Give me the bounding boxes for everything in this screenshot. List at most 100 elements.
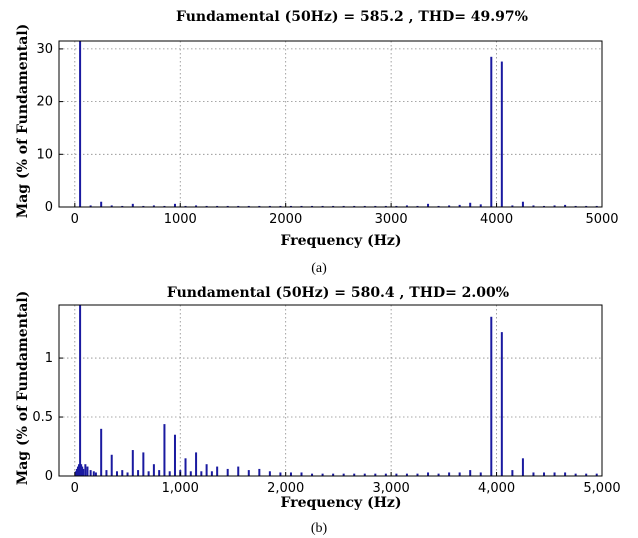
bar-2250hz (311, 205, 314, 207)
chart-b-title: Fundamental (50Hz) = 580.4 , THD= 2.00% (167, 285, 509, 301)
bar-4150hz (511, 470, 514, 476)
bar-950hz (173, 434, 176, 476)
bar-1550hz (237, 205, 240, 207)
y-tick-label: 1 (45, 351, 53, 366)
y-tick-label: 10 (36, 147, 53, 162)
bar-4250hz (521, 201, 524, 207)
chart-b-bars (74, 305, 598, 476)
bar-4050hz (500, 61, 503, 207)
bar-500hz (126, 472, 129, 476)
bar-1950hz (279, 205, 282, 207)
bar-4750hz (574, 205, 577, 207)
bar-4850hz (585, 473, 588, 476)
bar-850hz (163, 205, 166, 207)
bar-4550hz (553, 472, 556, 476)
bar-750hz (152, 464, 155, 476)
chart-a-y-tick-labels: 0 10 20 30 (36, 42, 63, 215)
chart-b-y-axis-label: Mag (% of Fundamental) (15, 291, 31, 486)
bar-3150hz (405, 473, 408, 476)
bar-180hz (92, 471, 95, 476)
bar-2450hz (332, 473, 335, 476)
bar-2950hz (384, 473, 387, 476)
bar-4250hz (521, 458, 524, 476)
y-tick-label: 20 (36, 95, 53, 110)
x-tick-label: 5,000 (583, 481, 620, 496)
bar-4650hz (564, 204, 567, 207)
chart-a-bars (79, 41, 598, 207)
y-tick-label: 0 (45, 469, 53, 484)
bar-2750hz (363, 473, 366, 476)
chart-b-caption: (b) (311, 521, 328, 536)
bar-1150hz (195, 205, 198, 207)
bar-80hz (82, 468, 85, 476)
bar-300hz (105, 470, 108, 476)
bar-350hz (110, 454, 113, 476)
bar-350hz (110, 205, 113, 207)
bar-1100hz (189, 471, 192, 476)
bar-3550hz (448, 472, 451, 476)
bar-950hz (173, 203, 176, 207)
bar-2550hz (342, 205, 345, 207)
x-tick-label: 0 (71, 212, 79, 227)
bar-1850hz (268, 471, 271, 476)
bar-550hz (131, 203, 134, 207)
bar-3250hz (416, 205, 419, 207)
bar-2050hz (289, 472, 292, 476)
bar-1650hz (247, 205, 250, 207)
bar-1200hz (200, 471, 203, 476)
bar-150hz (89, 470, 92, 476)
bar-2750hz (363, 205, 366, 207)
bar-3750hz (469, 202, 472, 207)
chart-a-x-tick-labels: 0 1000 2000 3000 4000 5000 (71, 203, 619, 227)
bar-550hz (131, 450, 134, 476)
bar-30hz (76, 466, 79, 476)
chart-a-caption: (a) (311, 261, 327, 276)
bar-4050hz (500, 332, 503, 476)
bar-1950hz (279, 472, 282, 476)
bar-1050hz (184, 205, 187, 207)
y-tick-label: 0 (45, 200, 53, 215)
bar-4150hz (511, 205, 514, 207)
bar-120hz (86, 466, 89, 476)
x-tick-label: 1,000 (162, 481, 199, 496)
bar-3350hz (427, 203, 430, 207)
bar-3850hz (479, 472, 482, 476)
chart-b-x-tick-labels: 0 1,000 2,000 3,000 4,000 5,000 (71, 472, 621, 496)
bar-400hz (115, 471, 118, 476)
bar-2650hz (353, 205, 356, 207)
bar-3750hz (469, 470, 472, 476)
bar-1350hz (216, 205, 219, 207)
bar-2850hz (374, 205, 377, 207)
y-tick-label: 30 (36, 42, 53, 57)
bar-4950hz (595, 205, 598, 207)
bar-4350hz (532, 205, 535, 207)
bar-200hz (94, 472, 97, 476)
bar-60hz (80, 464, 83, 476)
bar-800hz (158, 470, 161, 476)
bar-2050hz (289, 205, 292, 207)
bar-4950hz (595, 473, 598, 476)
bar-3150hz (405, 205, 408, 207)
bar-4650hz (564, 472, 567, 476)
bar-3050hz (395, 473, 398, 476)
chart-a-plot-frame (58, 40, 603, 208)
bar-1250hz (205, 464, 208, 476)
x-tick-label: 2,000 (267, 481, 304, 496)
chart-b-gridlines (59, 305, 602, 476)
bar-3050hz (395, 205, 398, 207)
bar-1850hz (268, 205, 271, 207)
bar-4750hz (574, 473, 577, 476)
bar-1300hz (210, 471, 213, 476)
bar-3450hz (437, 473, 440, 476)
bar-2850hz (374, 473, 377, 476)
x-tick-label: 4,000 (478, 481, 515, 496)
bar-2150hz (300, 205, 303, 207)
bar-600hz (137, 470, 140, 476)
bar-650hz (142, 452, 145, 476)
chart-a-title: Fundamental (50Hz) = 585.2 , THD= 49.97% (176, 9, 528, 25)
x-tick-label: 3,000 (373, 481, 410, 496)
bar-450hz (121, 470, 124, 476)
bar-50hz (79, 305, 82, 476)
bar-2250hz (311, 473, 314, 476)
bar-1050hz (184, 458, 187, 476)
